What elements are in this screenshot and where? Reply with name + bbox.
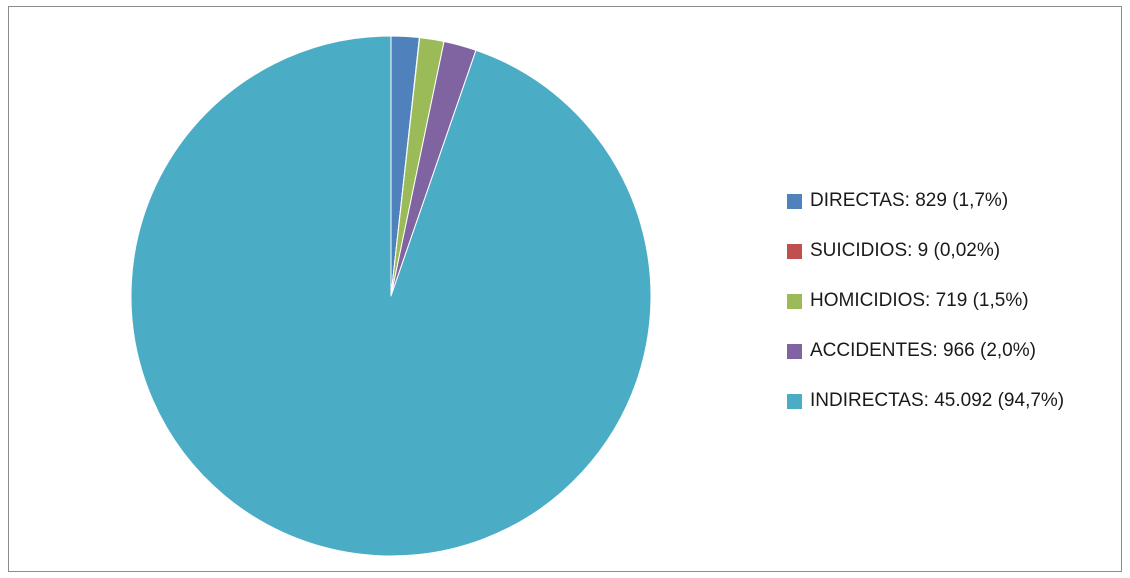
- legend-item-suicidios: SUICIDIOS: 9 (0,02%): [787, 233, 1064, 269]
- pie-chart: [130, 35, 652, 557]
- legend-swatch-homicidios: [787, 293, 802, 309]
- chart-area: DIRECTAS: 829 (1,7%) SUICIDIOS: 9 (0,02%…: [8, 6, 1122, 572]
- legend-label-homicidios: HOMICIDIOS: 719 (1,5%): [810, 290, 1029, 311]
- legend-item-indirectas: INDIRECTAS: 45.092 (94,7%): [787, 383, 1064, 419]
- legend-item-accidentes: ACCIDENTES: 966 (2,0%): [787, 333, 1064, 369]
- legend-label-suicidios: SUICIDIOS: 9 (0,02%): [810, 240, 1001, 261]
- legend-label-accidentes: ACCIDENTES: 966 (2,0%): [810, 340, 1036, 361]
- legend-swatch-directas: [787, 193, 802, 209]
- legend-swatch-accidentes: [787, 343, 802, 359]
- legend-swatch-indirectas: [787, 393, 802, 409]
- legend-label-directas: DIRECTAS: 829 (1,7%): [810, 190, 1009, 211]
- pie-slice-indirectas: [130, 35, 652, 557]
- legend-item-homicidios: HOMICIDIOS: 719 (1,5%): [787, 283, 1064, 319]
- chart-legend: DIRECTAS: 829 (1,7%) SUICIDIOS: 9 (0,02%…: [787, 183, 1064, 419]
- legend-swatch-suicidios: [787, 243, 802, 259]
- legend-label-indirectas: INDIRECTAS: 45.092 (94,7%): [810, 390, 1065, 411]
- legend-item-directas: DIRECTAS: 829 (1,7%): [787, 183, 1064, 219]
